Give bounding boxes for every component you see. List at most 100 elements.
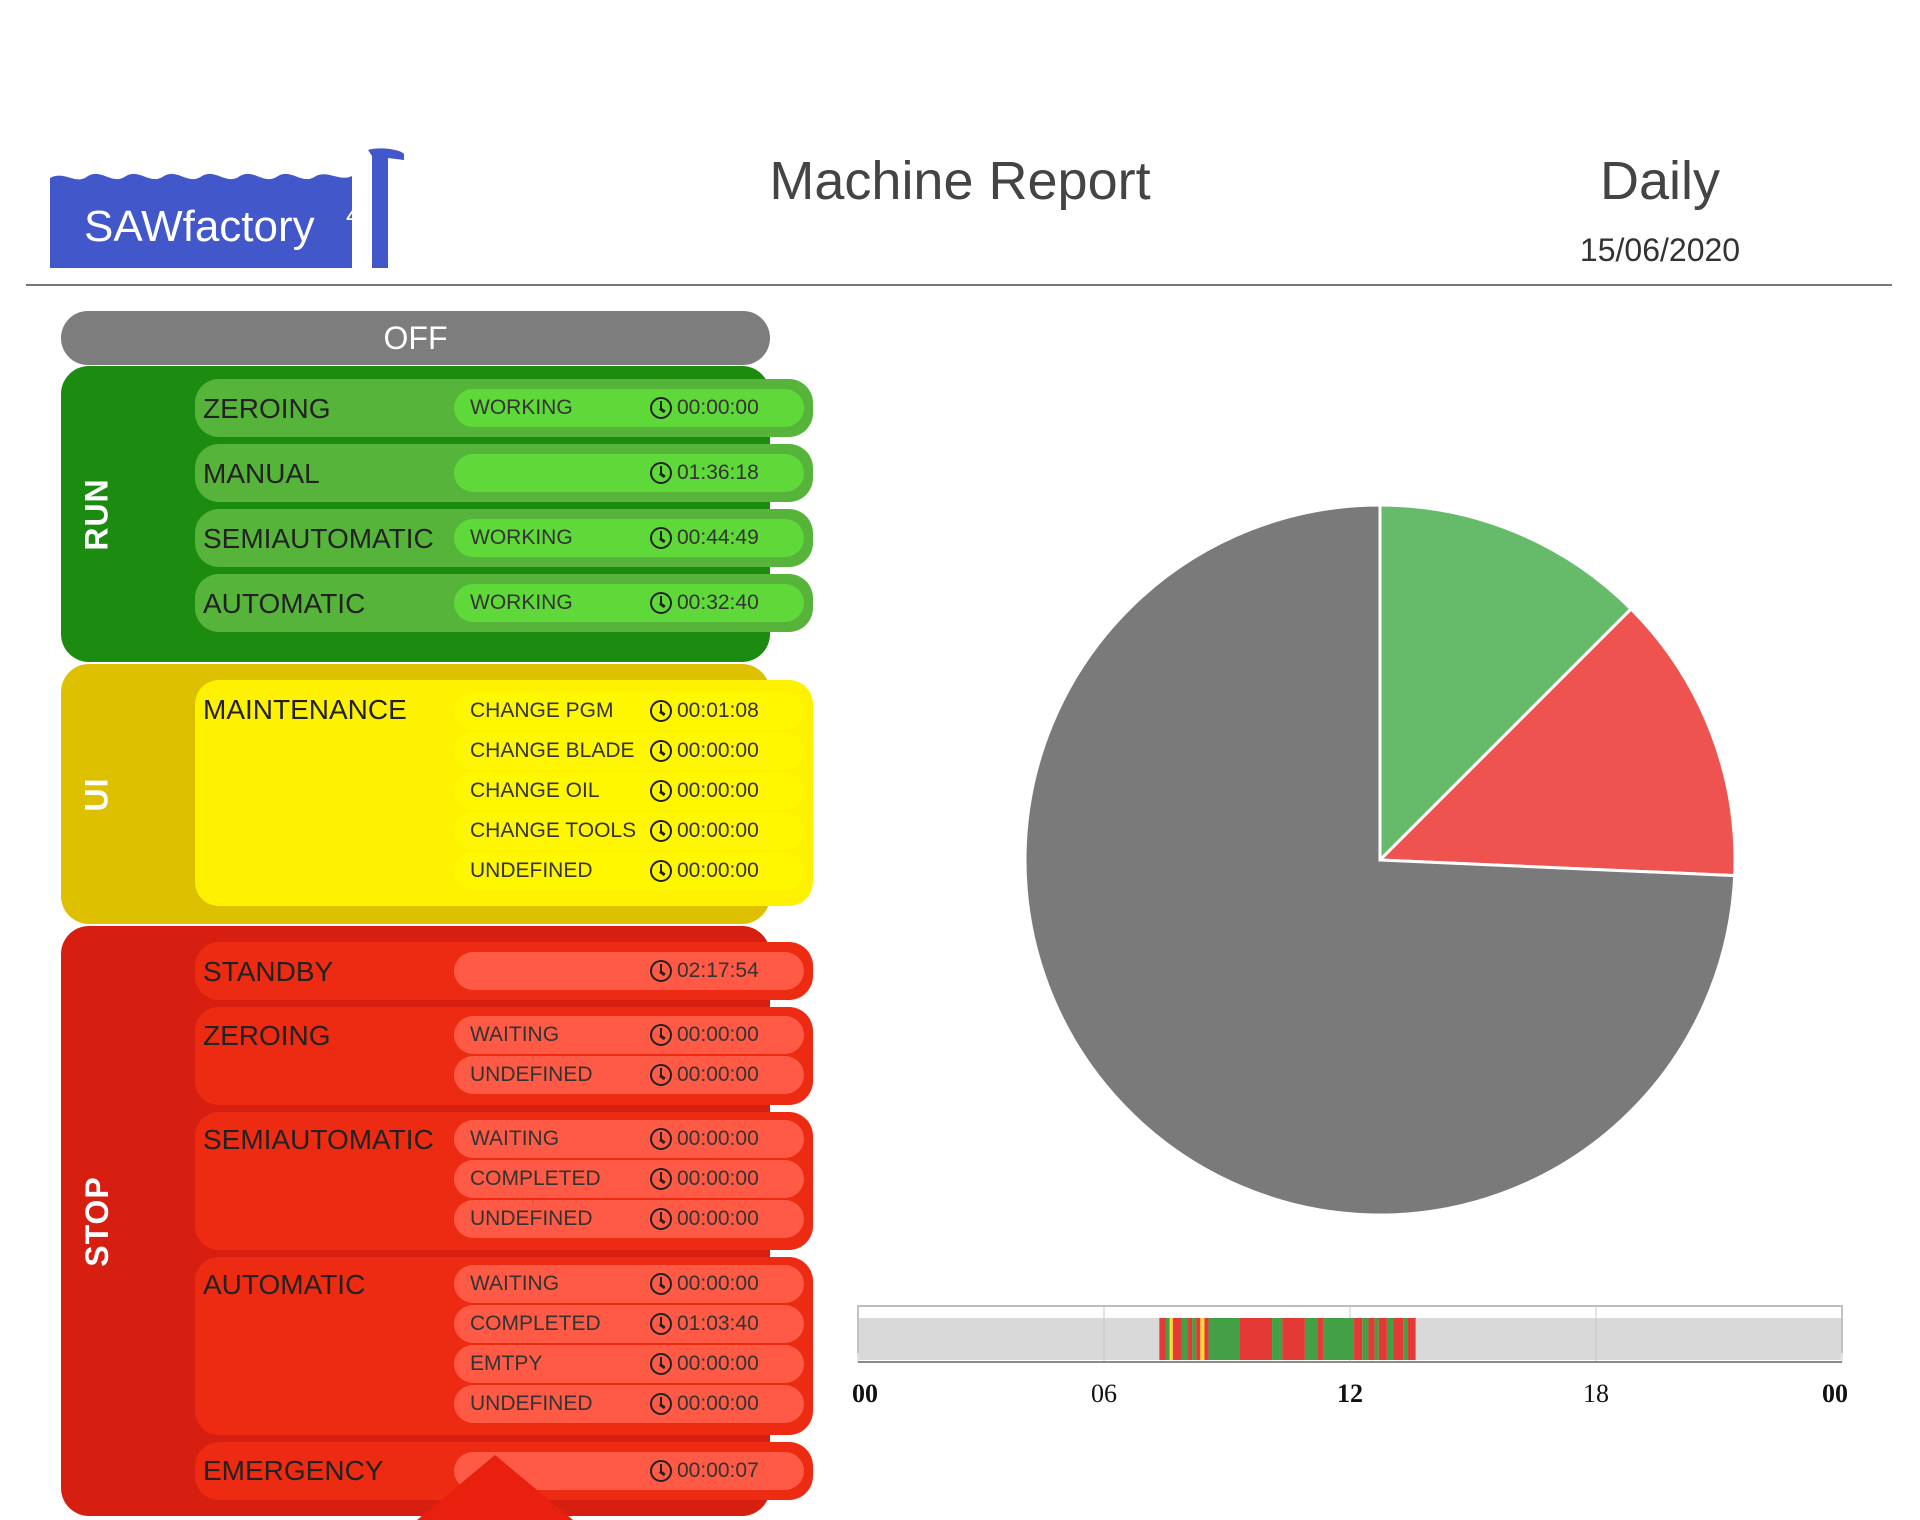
- status-pill: COMPLETED 00:00:00: [454, 1160, 804, 1198]
- status-pill: EMTPY 00:00:00: [454, 1345, 804, 1383]
- clock-icon: [650, 780, 672, 802]
- duration: 00:00:00: [677, 819, 759, 842]
- status-pill: UNDEFINED 00:00:00: [454, 852, 804, 890]
- duration: 00:00:00: [677, 859, 759, 882]
- duration: 00:32:40: [677, 591, 759, 614]
- timeline-segment: [1403, 1318, 1408, 1360]
- status-pill: WAITING 00:00:00: [454, 1265, 804, 1303]
- timeline-segment: [1304, 1318, 1318, 1360]
- stop-mode-emergency: EMERGENCY: [203, 1455, 384, 1486]
- timeline-segment: [1208, 1318, 1240, 1360]
- status-label: WAITING: [470, 1127, 560, 1150]
- clock-icon: [650, 397, 672, 419]
- clock-icon: [650, 960, 672, 982]
- ui-group-label: UI: [78, 777, 115, 811]
- timeline-segment: [1374, 1318, 1379, 1360]
- ui-group-label-box: UI: [61, 664, 133, 924]
- stop-mode-semiautomatic: SEMIAUTOMATIC: [203, 1124, 434, 1155]
- status-pill: WORKING 00:00:00: [454, 389, 804, 427]
- duration: 00:00:00: [677, 1207, 759, 1230]
- clock-icon: [650, 740, 672, 762]
- clock-icon: [650, 1128, 672, 1150]
- status-label: EMTPY: [470, 1352, 543, 1375]
- state-pie-chart: [1023, 503, 1737, 1217]
- stop-group-label-box: STOP: [61, 926, 133, 1516]
- duration: 00:00:00: [677, 739, 759, 762]
- timeline-segment: [1181, 1318, 1189, 1360]
- stop-mode-standby: STANDBY: [203, 956, 334, 987]
- timeline-segment: [1192, 1318, 1197, 1360]
- clock-icon: [650, 700, 672, 722]
- duration: 00:00:00: [677, 396, 759, 419]
- clock-icon: [650, 527, 672, 549]
- duration: 01:36:18: [677, 461, 759, 484]
- duration: 00:00:00: [677, 1023, 759, 1046]
- timeline-segment: [1188, 1318, 1193, 1360]
- status-label: WAITING: [470, 1023, 560, 1046]
- status-pill: CHANGE PGM 00:01:08: [454, 692, 804, 730]
- status-label: WAITING: [470, 1272, 560, 1295]
- ui-mode-maintenance: MAINTENANCE: [203, 694, 407, 725]
- clock-icon: [650, 1064, 672, 1086]
- duration: 00:01:08: [677, 699, 759, 722]
- status-pill: WAITING 00:00:00: [454, 1120, 804, 1158]
- clock-icon: [650, 1024, 672, 1046]
- status-label: WORKING: [470, 591, 573, 614]
- status-label: UNDEFINED: [470, 1063, 593, 1086]
- timeline-segment: [1362, 1318, 1369, 1360]
- logo-superscript: 4: [346, 200, 360, 230]
- duration: 00:00:00: [677, 1127, 759, 1150]
- stop-group-label: STOP: [78, 1175, 115, 1267]
- current-state-arrow-icon: [417, 1455, 573, 1520]
- run-mode-automatic: AUTOMATIC: [203, 588, 366, 619]
- status-pill: COMPLETED 01:03:40: [454, 1305, 804, 1343]
- timeline-segment: [1323, 1318, 1355, 1360]
- status-pill: WAITING 00:00:00: [454, 1016, 804, 1054]
- clock-icon: [650, 592, 672, 614]
- timeline-segment: [1169, 1318, 1173, 1360]
- pie-slice-2: [1023, 503, 1737, 1217]
- status-pill: CHANGE BLADE 00:00:00: [454, 732, 804, 770]
- timeline-segment: [1172, 1318, 1182, 1360]
- clock-icon: [650, 1273, 672, 1295]
- duration: 00:00:00: [677, 1167, 759, 1190]
- clock-icon: [650, 1313, 672, 1335]
- status-pill: 01:36:18: [454, 454, 804, 492]
- timeline-segment: [1282, 1318, 1305, 1360]
- duration: 00:00:00: [677, 1063, 759, 1086]
- run-group-label: RUN: [78, 477, 115, 551]
- status-label: UNDEFINED: [470, 1207, 593, 1230]
- stop-mode-automatic: AUTOMATIC: [203, 1269, 366, 1300]
- duration: 02:17:54: [677, 959, 759, 982]
- clock-icon: [650, 1208, 672, 1230]
- ui-group: UI MAINTENANCE CHANGE PGM 00:01:08 CHANG…: [61, 664, 813, 924]
- status-label: UNDEFINED: [470, 859, 593, 882]
- status-label: COMPLETED: [470, 1312, 601, 1335]
- off-status-bar: OFF: [61, 311, 770, 365]
- timeline-segment: [1204, 1318, 1209, 1360]
- run-group-label-box: RUN: [61, 366, 133, 662]
- timeline-tick-label: 00: [852, 1379, 878, 1408]
- status-label: CHANGE PGM: [470, 699, 614, 722]
- status-label: WORKING: [470, 526, 573, 549]
- timeline-segment: [1378, 1318, 1387, 1360]
- timeline-tick-label: 00: [1822, 1379, 1848, 1408]
- sawfactory-logo: SAWfactory 4: [50, 148, 404, 268]
- timeline-segment: [1239, 1318, 1273, 1360]
- duration: 00:00:00: [677, 1352, 759, 1375]
- clock-icon: [650, 462, 672, 484]
- duration: 00:00:00: [677, 1272, 759, 1295]
- status-label: CHANGE TOOLS: [470, 819, 637, 842]
- timeline-segment: [1272, 1318, 1283, 1360]
- timeline-segment: [1393, 1318, 1404, 1360]
- timeline-segment: [1196, 1318, 1201, 1360]
- duration: 01:03:40: [677, 1312, 759, 1335]
- status-label: UNDEFINED: [470, 1392, 593, 1415]
- status-label: CHANGE OIL: [470, 779, 600, 802]
- timeline-segment: [1368, 1318, 1375, 1360]
- duration: 00:00:00: [677, 1392, 759, 1415]
- timeline-segment: [1386, 1318, 1394, 1360]
- timeline-tick-label: 18: [1583, 1379, 1609, 1408]
- report-date: 15/06/2020: [1579, 232, 1741, 268]
- duration: 00:44:49: [677, 526, 759, 549]
